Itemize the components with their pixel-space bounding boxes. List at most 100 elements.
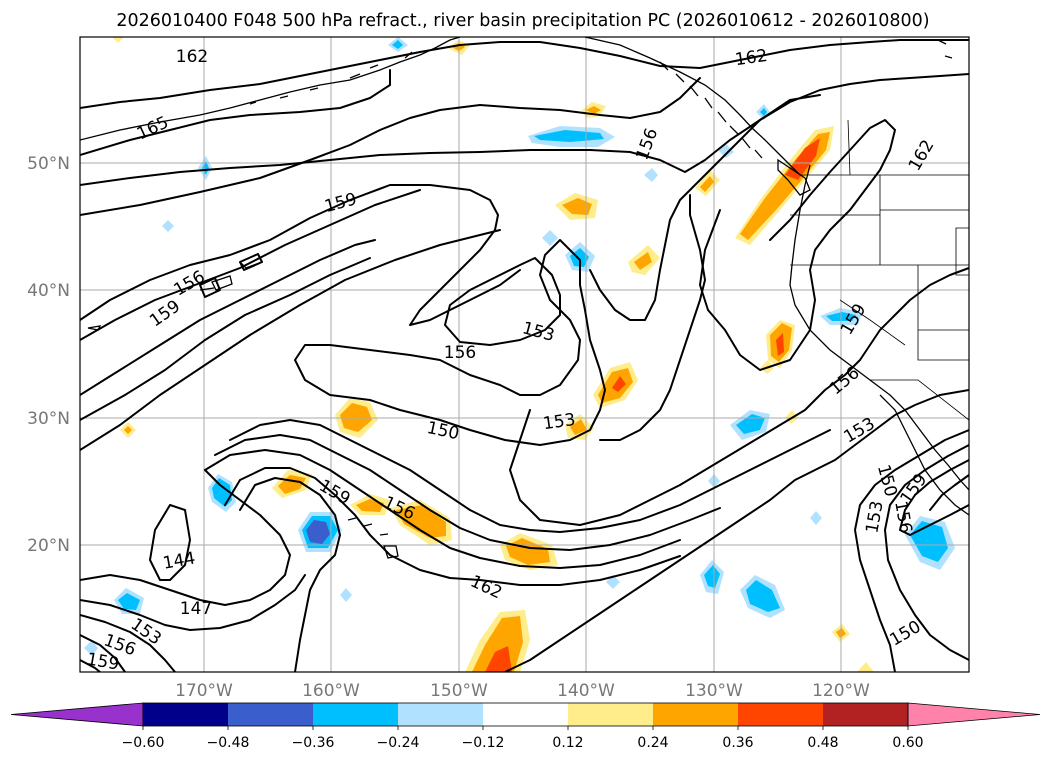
precip-anomaly-negative	[746, 580, 780, 612]
figure-title: 2026010400 F048 500 hPa refract., river …	[116, 11, 929, 31]
contour-line	[80, 614, 176, 672]
contour-label: 147	[180, 599, 212, 619]
lon-label: 140°W	[557, 681, 615, 701]
west-coast-us	[789, 164, 969, 491]
precip-anomaly-negative	[162, 220, 174, 232]
colorbar: −0.60 −0.48 −0.36 −0.24 −0.12 0.12 0.24 0.36 0.4…	[10, 702, 1041, 751]
precip-anomaly-positive	[700, 176, 714, 192]
precip-anomaly-negative	[570, 248, 589, 267]
contour-line	[80, 73, 969, 186]
colorbar-tick-label: 0.48	[807, 735, 838, 751]
vancouver-island	[777, 158, 811, 196]
colorbar-segment	[143, 703, 228, 726]
colorbar-extend-max	[907, 702, 1041, 727]
contour-line	[599, 194, 706, 441]
precip-anomaly-negative	[340, 588, 352, 602]
contour-line	[199, 277, 221, 298]
map-area: 162 162 165 156 162 159 156 159 153 156 …	[80, 37, 969, 672]
precip-anomaly-negative	[760, 108, 767, 116]
precip-anomaly-negative	[542, 230, 558, 246]
contour-label: 153	[542, 410, 577, 434]
contour-line	[80, 239, 376, 396]
precip-anomaly-positive	[586, 106, 601, 114]
contour-label: 156	[444, 343, 476, 363]
alaska-gulf-coast	[584, 37, 801, 176]
contour-line	[224, 467, 681, 586]
contour-line	[854, 429, 969, 672]
contour-line	[699, 119, 896, 371]
precip-anomaly-negative	[118, 593, 140, 610]
contour-line	[80, 469, 291, 606]
precip-anomaly-negative	[202, 161, 209, 175]
lon-label: 160°W	[302, 681, 360, 701]
precip-anomaly-positive	[570, 419, 587, 435]
precip-anomaly-positive	[472, 616, 523, 672]
colorbar-tick-label: −0.36	[292, 735, 335, 751]
contour-line	[80, 574, 306, 631]
precip-anomaly-positive	[776, 333, 784, 356]
contour-labels: 162 162 165 156 162 159 156 159 153 156 …	[85, 46, 938, 672]
precip-anomaly-positive	[112, 37, 124, 43]
colorbar-tick-label: 0.36	[722, 735, 753, 751]
contour-line	[899, 459, 969, 536]
precip-anomaly-negative	[704, 565, 720, 588]
longitude-labels: 170°W 160°W 150°W 140°W 130°W 120°W	[175, 681, 870, 701]
colorbar-tick-label: 0.60	[892, 735, 923, 751]
colorbar-tick-label: −0.60	[122, 735, 165, 751]
contour-line	[80, 229, 501, 451]
contour-line	[884, 444, 969, 661]
colorbar-segment	[653, 703, 738, 726]
precip-anomaly-negative	[644, 168, 658, 182]
colorbar-outline	[142, 702, 909, 727]
colorbar-segment	[823, 703, 908, 726]
contour-line	[80, 77, 701, 216]
colorbar-tick-label: −0.24	[377, 735, 420, 751]
contour-line	[149, 504, 191, 581]
precip-anomaly-negative	[810, 511, 822, 525]
precip-anomaly-positive	[612, 376, 626, 392]
aleutian-islands	[249, 51, 413, 105]
lat-label: 20°N	[27, 536, 70, 556]
contour-line	[80, 257, 371, 421]
colorbar-tick-label: 0.24	[637, 735, 668, 751]
contour-line	[294, 239, 606, 446]
lat-label: 30°N	[27, 409, 70, 429]
precip-anomaly-positive	[562, 198, 592, 215]
colorbar-extend-min	[10, 702, 144, 727]
contour-line	[80, 189, 421, 341]
colorbar-segment	[738, 703, 823, 726]
contour-line	[239, 477, 341, 672]
precip-anomaly-positive	[124, 426, 132, 434]
lat-label: 40°N	[27, 281, 70, 301]
precip-anomaly-negative	[306, 520, 330, 544]
lon-label: 150°W	[430, 681, 488, 701]
contour-line	[929, 474, 969, 511]
latitude-labels: 50°N 40°N 30°N 20°N	[27, 154, 70, 556]
colorbar-tick-label: 0.12	[552, 735, 583, 751]
precip-anomaly-negative	[736, 414, 765, 434]
colorbar-tick-label: −0.48	[207, 735, 250, 751]
precip-anomaly-negative	[84, 640, 98, 656]
contour-line	[589, 94, 821, 321]
lat-label: 50°N	[27, 154, 70, 174]
contour-label: 162	[734, 46, 769, 70]
contour-line	[204, 449, 681, 569]
precip-anomaly-positive	[485, 646, 512, 672]
contour-line	[444, 257, 561, 346]
contour-line	[239, 253, 263, 271]
contour-line	[80, 184, 521, 326]
colorbar-segment	[568, 703, 653, 726]
precip-anomaly-negative	[392, 40, 403, 49]
colorbar-tick-label: −0.12	[462, 735, 505, 751]
colorbar-segment	[398, 703, 483, 726]
contour-line	[229, 419, 831, 533]
lon-label: 120°W	[812, 681, 870, 701]
precip-anomaly-positive	[634, 252, 652, 270]
lon-label: 170°W	[175, 681, 233, 701]
hawaii-islands	[347, 517, 399, 559]
contour-line	[80, 659, 101, 672]
contour-label: 162	[176, 47, 208, 67]
colorbar-segment	[313, 703, 398, 726]
colorbar-segment	[228, 703, 313, 726]
